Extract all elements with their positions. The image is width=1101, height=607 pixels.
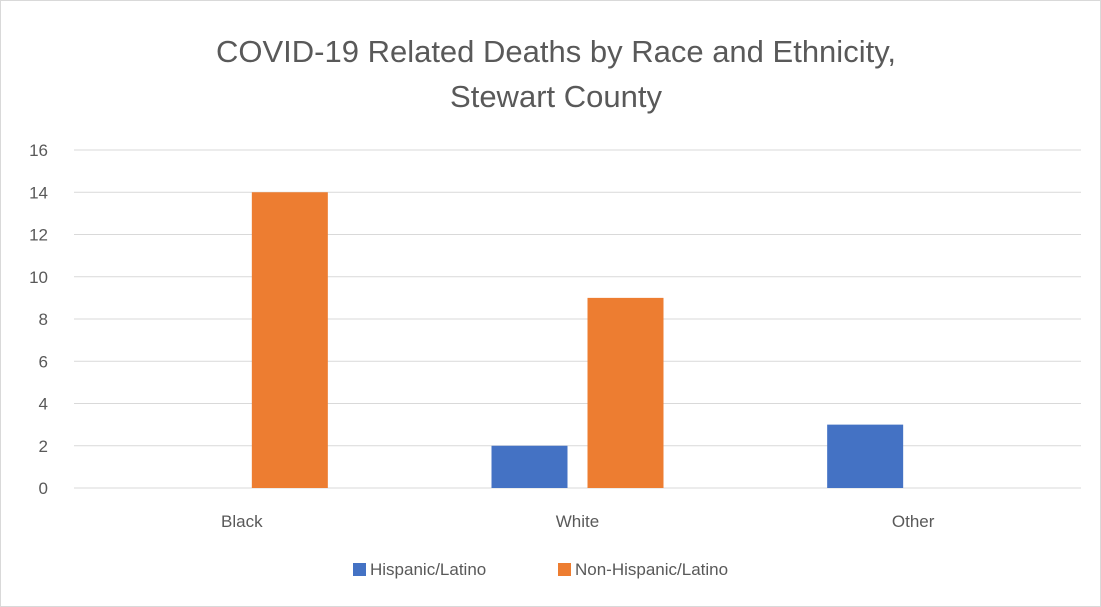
legend-label-hispanic-latino: Hispanic/Latino	[370, 560, 486, 579]
gridlines	[74, 149, 1081, 489]
bars	[251, 192, 904, 488]
legend-swatch-hispanic-latino	[353, 563, 366, 576]
y-tick-label-6: 6	[39, 352, 48, 371]
legend: Hispanic/Latino Non-Hispanic/Latino	[353, 560, 728, 579]
bar-white-non-hispanic-latino	[587, 297, 664, 488]
y-tick-label-2: 2	[39, 437, 48, 456]
x-tick-label-other: Other	[892, 512, 935, 531]
chart-title-line-1: COVID-19 Related Deaths by Race and Ethn…	[216, 34, 896, 69]
y-tick-label-8: 8	[39, 310, 48, 329]
y-tick-label-10: 10	[29, 268, 48, 287]
legend-label-non-hispanic-latino: Non-Hispanic/Latino	[575, 560, 728, 579]
x-tick-label-white: White	[556, 512, 599, 531]
y-tick-label-4: 4	[39, 395, 48, 414]
y-tick-label-12: 12	[29, 226, 48, 245]
x-axis-ticks: Black White Other	[221, 512, 935, 531]
y-tick-label-14: 14	[29, 183, 48, 202]
bar-other-hispanic-latino	[827, 424, 904, 488]
x-tick-label-black: Black	[221, 512, 263, 531]
bar-black-non-hispanic-latino	[251, 192, 328, 488]
legend-swatch-non-hispanic-latino	[558, 563, 571, 576]
y-tick-label-16: 16	[29, 141, 48, 160]
y-axis-ticks: 0 2 4 6 8 10 12 14 16	[29, 141, 48, 498]
y-tick-label-0: 0	[39, 479, 48, 498]
chart-title-line-2: Stewart County	[450, 79, 662, 114]
bar-white-hispanic-latino	[491, 445, 568, 488]
